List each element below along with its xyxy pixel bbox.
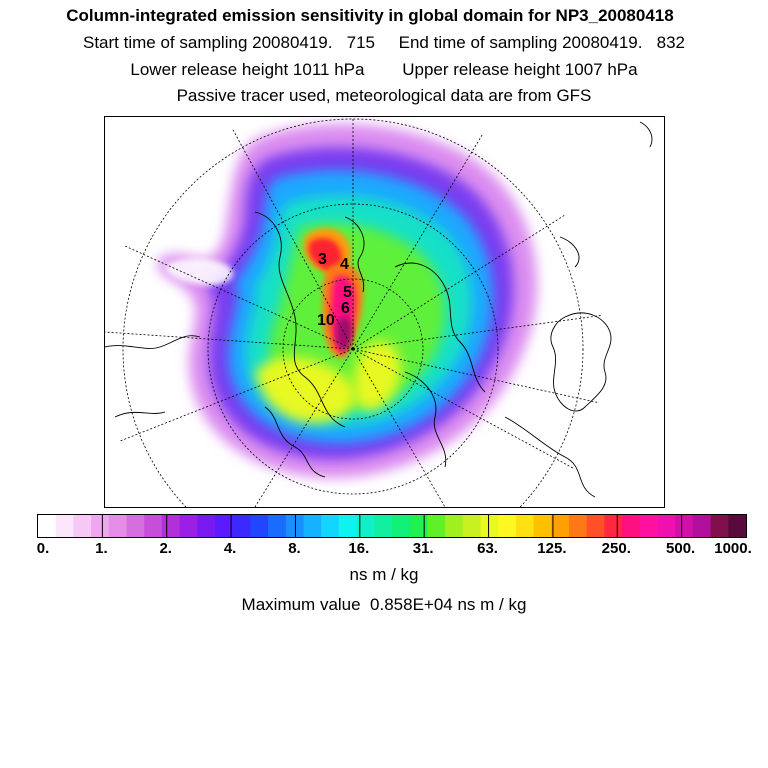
colorbar [37,514,747,538]
meridian [352,306,603,350]
coastline-greenland-east [550,312,612,412]
plume-gap-west [165,258,234,286]
colorbar-swatch [392,515,411,537]
colorbar-swatch [427,515,446,537]
colorbar-tick-label: 0. [36,540,50,557]
colorbar-swatch [303,515,322,537]
colorbar-swatch [321,515,340,537]
colorbar-tick-label: 4. [223,540,237,557]
contour-label: 5 [343,284,352,301]
colorbar-swatch [232,515,251,537]
latitude-circle-70 [207,203,499,495]
colorbar-swatch [108,515,127,537]
colorbar-swatch [374,515,393,537]
colorbar-swatch [38,515,57,537]
colorbar-swatch [551,515,570,537]
coastline [254,211,346,428]
colorbar-tick-label: 1000. [714,540,752,557]
coastline [394,262,486,393]
colorbar-swatch [622,515,641,537]
contour-labels: 3 4 5 6 10 [317,251,352,329]
colorbar-swatch [144,515,163,537]
colorbar-swatch [179,515,198,537]
colorbar-tick-label: 1. [95,540,108,557]
colorbar-swatch [710,515,729,537]
maximum-value: Maximum value 0.858E+04 ns m / kg [241,595,527,614]
colorbar-swatch [604,515,623,537]
polar-map-panel: 3 4 5 6 10 [104,116,665,508]
coastline [504,416,596,498]
colorbar-swatch [268,515,287,537]
colorbar-tick-label: 63. [477,540,498,557]
latitude-circle-60 [122,118,584,507]
colorbar-swatch [285,515,304,537]
meridian [352,348,446,507]
colorbar-swatch [161,515,181,537]
release-height-line: Lower release height 1011 hPa Upper rele… [130,60,638,79]
meridian [254,348,354,507]
colorbar-tick-label: 500. [666,540,696,557]
coastline [559,236,580,268]
colorbar-swatch [586,515,605,537]
coastline [639,121,653,148]
meridian [105,348,354,448]
colorbar-swatch [533,515,552,537]
colorbar-swatch [197,515,216,537]
colorbar-tick-label: 2. [159,540,172,557]
colorbar-swatches [38,515,746,537]
coastline [114,411,166,418]
colorbar-tick-label: 8. [288,540,301,557]
colorbar-units: ns m / kg [349,565,419,584]
coastline [404,371,447,468]
colorbar-swatch [55,515,74,537]
contour-label: 10 [317,312,335,329]
colorbar-swatch [445,515,464,537]
colorbar-swatch [409,515,428,537]
colorbar-swatch [91,515,110,537]
colorbar-swatch [462,515,481,537]
meridian [352,117,506,350]
coastlines [105,121,653,498]
coastline [344,216,365,293]
meridian [352,348,603,418]
colorbar-swatch [569,515,588,537]
coastline [264,406,326,478]
colorbar-swatch [250,515,269,537]
colorbar-swatch [675,515,694,537]
colorbar-swatch [657,515,676,537]
colorbar-tick-label: 16. [348,540,370,557]
coastline [105,335,201,349]
colorbar-tick-label: 31. [412,540,434,557]
sampling-time-line: Start time of sampling 20080419. 715 End… [83,33,685,52]
contour-label: 4 [340,256,349,273]
colorbar-swatch [338,515,358,537]
colorbar-swatch [126,515,145,537]
colorbar-swatch [498,515,517,537]
meridian [105,331,354,350]
plume-red-north [308,238,342,272]
colorbar-swatch [728,515,746,537]
meridian [105,236,354,350]
plume-yellow-southeast [353,341,401,411]
plot-title: Column-integrated emission sensitivity i… [66,6,674,25]
colorbar-swatch [515,515,535,537]
emission-sensitivity-map: 3 4 5 6 10 [105,117,664,507]
tracer-info-line: Passive tracer used, meteorological data… [176,86,592,105]
colorbar-swatch [356,515,375,537]
colorbar-swatch [73,515,92,537]
contour-label: 6 [341,300,350,317]
sensitivity-field [157,123,538,479]
colorbar-tick-label: 125. [537,540,567,557]
contour-label: 3 [318,251,327,268]
plume-yellow-southwest [255,357,356,423]
colorbar-swatch [639,515,658,537]
colorbar-swatch [215,515,234,537]
colorbar-swatch [692,515,712,537]
colorbar-tick-label: 250. [601,540,631,557]
colorbar-swatch [480,515,499,537]
